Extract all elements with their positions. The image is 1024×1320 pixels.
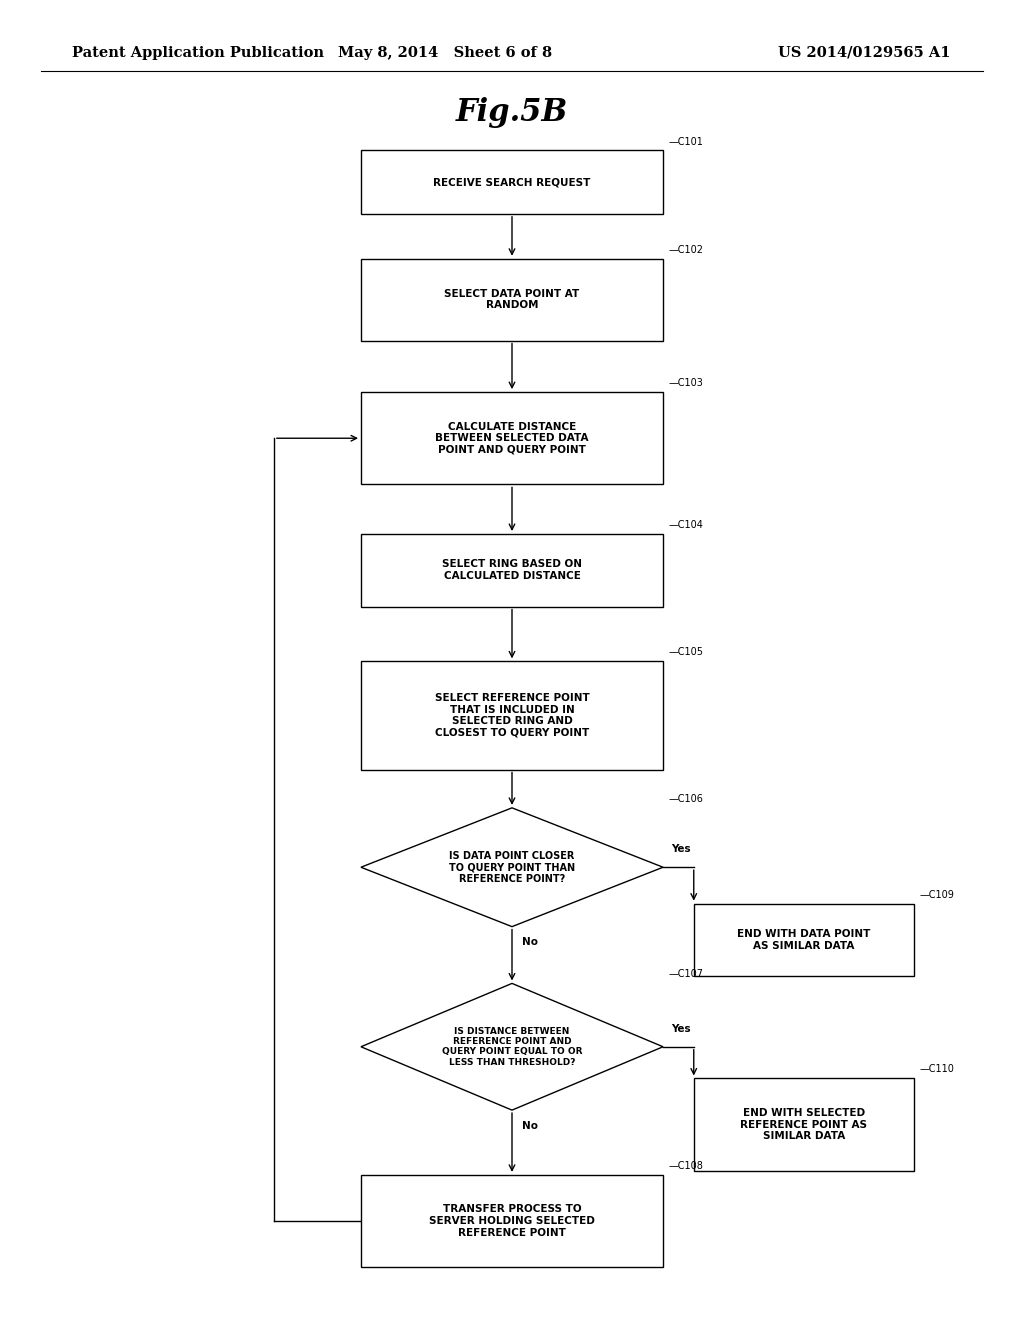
Text: —C103: —C103 [668, 378, 703, 388]
Text: END WITH DATA POINT
AS SIMILAR DATA: END WITH DATA POINT AS SIMILAR DATA [737, 929, 870, 950]
FancyBboxPatch shape [361, 1175, 664, 1267]
Text: No: No [522, 937, 539, 948]
Text: —C101: —C101 [668, 136, 703, 147]
Text: SELECT REFERENCE POINT
THAT IS INCLUDED IN
SELECTED RING AND
CLOSEST TO QUERY PO: SELECT REFERENCE POINT THAT IS INCLUDED … [434, 693, 590, 738]
Text: May 8, 2014   Sheet 6 of 8: May 8, 2014 Sheet 6 of 8 [338, 46, 553, 59]
Text: Patent Application Publication: Patent Application Publication [72, 46, 324, 59]
Text: IS DATA POINT CLOSER
TO QUERY POINT THAN
REFERENCE POINT?: IS DATA POINT CLOSER TO QUERY POINT THAN… [449, 850, 575, 884]
Text: —C107: —C107 [668, 969, 703, 979]
Text: Yes: Yes [672, 843, 691, 854]
Text: CALCULATE DISTANCE
BETWEEN SELECTED DATA
POINT AND QUERY POINT: CALCULATE DISTANCE BETWEEN SELECTED DATA… [435, 421, 589, 455]
Polygon shape [361, 983, 664, 1110]
Text: —C102: —C102 [668, 244, 703, 255]
FancyBboxPatch shape [361, 150, 664, 214]
FancyBboxPatch shape [361, 259, 664, 341]
FancyBboxPatch shape [361, 392, 664, 484]
Text: —C110: —C110 [920, 1064, 954, 1074]
Text: Yes: Yes [672, 1023, 691, 1034]
Text: SELECT RING BASED ON
CALCULATED DISTANCE: SELECT RING BASED ON CALCULATED DISTANCE [442, 560, 582, 581]
Polygon shape [361, 808, 664, 927]
Text: IS DISTANCE BETWEEN
REFERENCE POINT AND
QUERY POINT EQUAL TO OR
LESS THAN THRESH: IS DISTANCE BETWEEN REFERENCE POINT AND … [441, 1027, 583, 1067]
Text: —C108: —C108 [668, 1160, 703, 1171]
Text: END WITH SELECTED
REFERENCE POINT AS
SIMILAR DATA: END WITH SELECTED REFERENCE POINT AS SIM… [740, 1107, 867, 1142]
FancyBboxPatch shape [361, 533, 664, 607]
Text: TRANSFER PROCESS TO
SERVER HOLDING SELECTED
REFERENCE POINT: TRANSFER PROCESS TO SERVER HOLDING SELEC… [429, 1204, 595, 1238]
Text: RECEIVE SEARCH REQUEST: RECEIVE SEARCH REQUEST [433, 177, 591, 187]
Text: —C106: —C106 [668, 793, 703, 804]
Text: SELECT DATA POINT AT
RANDOM: SELECT DATA POINT AT RANDOM [444, 289, 580, 310]
FancyBboxPatch shape [694, 904, 913, 977]
Text: —C109: —C109 [920, 890, 954, 900]
FancyBboxPatch shape [361, 661, 664, 770]
Text: US 2014/0129565 A1: US 2014/0129565 A1 [778, 46, 950, 59]
FancyBboxPatch shape [694, 1078, 913, 1171]
Text: —C105: —C105 [668, 647, 703, 657]
Text: Fig.5B: Fig.5B [456, 96, 568, 128]
Text: —C104: —C104 [668, 520, 703, 531]
Text: No: No [522, 1121, 539, 1131]
